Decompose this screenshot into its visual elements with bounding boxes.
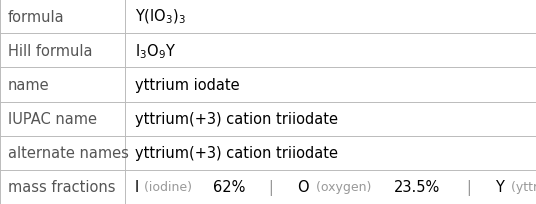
Text: mass fractions: mass fractions xyxy=(8,180,115,194)
Text: yttrium(+3) cation triiodate: yttrium(+3) cation triiodate xyxy=(135,145,338,161)
Text: (yttrium): (yttrium) xyxy=(507,181,536,193)
Text: formula: formula xyxy=(8,10,65,24)
Text: IUPAC name: IUPAC name xyxy=(8,112,97,126)
Text: |: | xyxy=(255,179,287,195)
Text: alternate names: alternate names xyxy=(8,145,129,161)
Text: I: I xyxy=(135,180,139,194)
Text: Hill formula: Hill formula xyxy=(8,43,93,59)
Text: 62%: 62% xyxy=(213,180,245,194)
Text: $\mathregular{Y(IO_3)_3}$: $\mathregular{Y(IO_3)_3}$ xyxy=(135,8,186,26)
Text: 23.5%: 23.5% xyxy=(393,180,440,194)
Text: $\mathregular{I_3O_9Y}$: $\mathregular{I_3O_9Y}$ xyxy=(135,42,176,60)
Text: yttrium iodate: yttrium iodate xyxy=(135,78,240,92)
Text: O: O xyxy=(297,180,308,194)
Text: yttrium(+3) cation triiodate: yttrium(+3) cation triiodate xyxy=(135,112,338,126)
Text: |: | xyxy=(453,179,486,195)
Text: (oxygen): (oxygen) xyxy=(312,181,375,193)
Text: Y: Y xyxy=(495,180,504,194)
Text: name: name xyxy=(8,78,50,92)
Text: (iodine): (iodine) xyxy=(140,181,197,193)
